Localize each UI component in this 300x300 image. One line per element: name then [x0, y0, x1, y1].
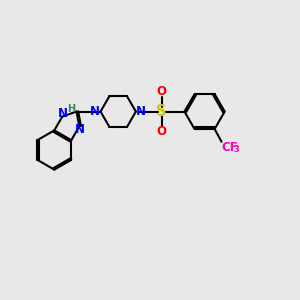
Text: 3: 3 — [233, 145, 239, 154]
Text: H: H — [67, 104, 75, 114]
Text: O: O — [157, 85, 166, 98]
Text: N: N — [58, 107, 68, 120]
Text: N: N — [75, 123, 85, 136]
Text: N: N — [90, 105, 100, 118]
Text: CF: CF — [221, 141, 238, 154]
Text: O: O — [157, 125, 166, 138]
Text: N: N — [136, 105, 146, 118]
Text: S: S — [156, 104, 167, 119]
